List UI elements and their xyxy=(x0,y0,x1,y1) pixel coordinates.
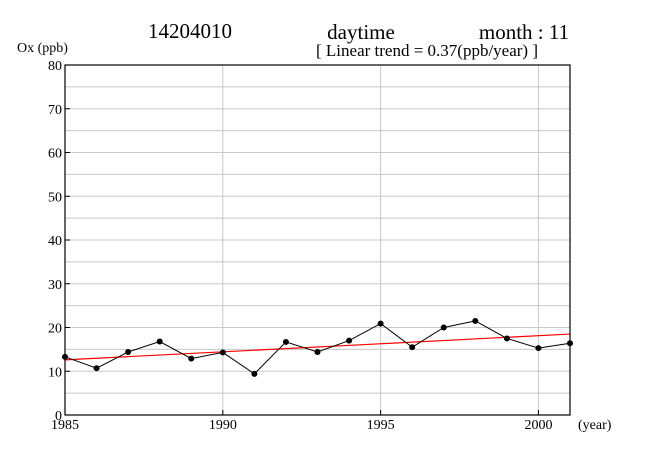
x-tick-label: 1990 xyxy=(209,418,237,433)
data-point xyxy=(409,344,416,351)
x-tick-label: 2000 xyxy=(524,418,552,433)
trend-label: [ Linear trend = 0.37(ppb/year) ] xyxy=(316,41,538,60)
data-point xyxy=(219,349,226,356)
station-id: 14204010 xyxy=(148,19,232,43)
plot-frame xyxy=(64,64,571,416)
y-tick-label: 20 xyxy=(48,322,62,337)
y-tick-label: 50 xyxy=(48,190,62,205)
data-point xyxy=(251,370,258,377)
y-tick-label: 30 xyxy=(48,278,62,293)
y-tick-label: 40 xyxy=(48,234,62,249)
y-tick-label: 70 xyxy=(48,103,62,118)
data-point xyxy=(282,338,289,345)
month-label: month : 11 xyxy=(479,20,569,44)
series-group xyxy=(62,317,573,377)
y-ticks: 0 10 20 30 40 50 60 70 80 xyxy=(48,59,70,424)
y-tick-label: 0 xyxy=(55,409,62,424)
data-point xyxy=(503,335,510,342)
y-tick-label: 60 xyxy=(48,147,62,162)
period-label: daytime xyxy=(327,20,395,44)
data-point xyxy=(188,355,195,362)
trend-line-group xyxy=(64,333,571,361)
data-point xyxy=(440,324,447,331)
x-axis-label: (year) xyxy=(578,418,612,433)
trend-line xyxy=(64,333,571,361)
y-tick-label: 10 xyxy=(48,365,62,380)
y-axis-label: Ox (ppb) xyxy=(17,41,68,56)
grid-lines xyxy=(65,65,570,415)
x-tick-label: 1985 xyxy=(51,418,79,433)
data-point xyxy=(125,349,132,355)
data-point xyxy=(93,365,100,372)
x-tick-label: 1995 xyxy=(367,418,395,433)
data-point xyxy=(535,345,542,352)
data-point xyxy=(472,317,479,324)
data-point xyxy=(346,337,353,344)
data-point xyxy=(314,349,321,355)
x-ticks: 1985 1990 1995 2000 xyxy=(51,410,552,433)
y-tick-label: 80 xyxy=(48,59,62,74)
data-point xyxy=(156,338,163,345)
data-point xyxy=(377,320,384,327)
